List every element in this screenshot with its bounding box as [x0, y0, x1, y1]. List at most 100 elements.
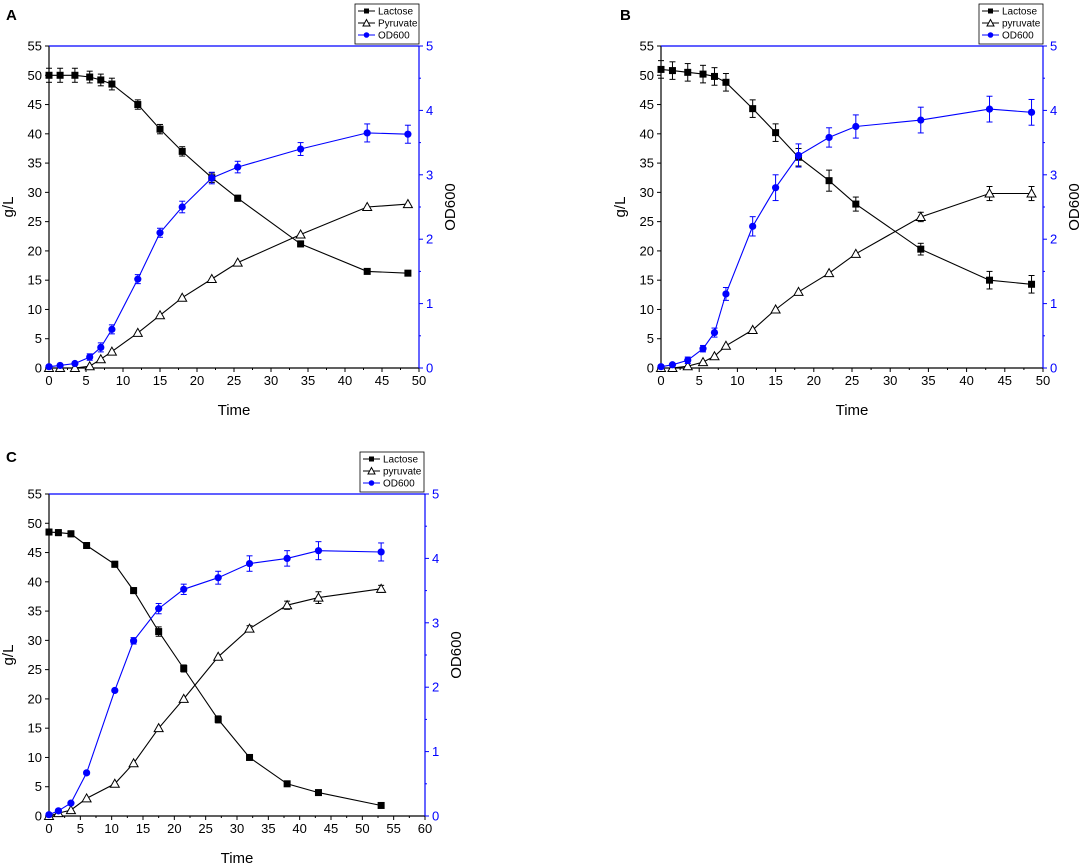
x-tick-label: 20	[190, 373, 204, 388]
y2-axis-title: OD600	[1066, 183, 1083, 231]
data-point-square	[156, 125, 164, 133]
x-tick-label: 20	[807, 373, 821, 388]
data-point-circle	[56, 361, 64, 370]
y2-tick-label: 0	[1050, 361, 1057, 376]
y-tick-label: 20	[28, 243, 42, 258]
x-tick-label: 35	[301, 373, 315, 388]
data-point-triangle	[232, 257, 244, 267]
y-tick-label: 5	[35, 331, 42, 346]
data-point-circle	[86, 353, 94, 361]
panel-label: A	[6, 7, 17, 24]
y2-tick-label: 5	[432, 487, 439, 502]
data-point-circle	[71, 359, 79, 368]
data-point-square	[917, 245, 925, 253]
x-tick-label: 35	[921, 373, 935, 388]
legend-marker-triangle	[362, 18, 371, 27]
legend-label: Pyruvate	[378, 19, 418, 30]
y2-axis-title: OD600	[448, 631, 465, 679]
legend-label: OD600	[1002, 31, 1034, 42]
data-point-circle	[668, 361, 677, 369]
legend-marker-circle	[368, 480, 375, 486]
data-point-circle	[111, 686, 119, 695]
data-point-square	[363, 267, 371, 275]
y-tick-label: 55	[640, 39, 654, 54]
data-point-square	[83, 542, 91, 550]
x-tick-label: 35	[261, 821, 275, 836]
data-point-circle	[108, 325, 116, 333]
data-point-square	[749, 105, 757, 113]
y-tick-label: 45	[640, 97, 654, 112]
x-tick-label: 25	[198, 821, 212, 836]
data-point-square	[722, 78, 730, 86]
y-tick-label: 55	[28, 39, 42, 54]
data-point-square	[45, 528, 53, 536]
y-tick-label: 5	[647, 331, 654, 346]
legend-marker-circle	[987, 32, 994, 38]
x-tick-label: 20	[167, 821, 181, 836]
data-point-circle	[722, 290, 730, 298]
data-point-triangle	[281, 599, 293, 610]
data-point-circle	[83, 769, 91, 777]
data-point-circle	[852, 122, 860, 131]
data-point-square	[657, 65, 665, 73]
data-point-square	[684, 68, 692, 76]
data-point-square	[56, 71, 64, 79]
y2-tick-label: 2	[432, 680, 439, 695]
data-point-circle	[97, 343, 105, 351]
data-point-triangle	[95, 353, 107, 364]
chart-panel-C: C0 5 10 15 20 25 30 35 40 45 50 55 60051015202530354…	[0, 449, 465, 866]
data-point-circle	[45, 811, 53, 819]
x-tick-label: 0	[657, 373, 664, 388]
data-point-triangle	[178, 693, 190, 703]
data-point-circle	[180, 585, 188, 593]
y-tick-label: 40	[28, 574, 42, 589]
x-tick-label: 30	[883, 373, 897, 388]
x-tick-label: 5	[77, 821, 84, 836]
data-point-triangle	[313, 592, 324, 602]
data-point-circle	[1027, 108, 1036, 116]
x-tick-label: 10	[116, 373, 130, 388]
data-point-circle	[404, 130, 412, 138]
y2-tick-label: 4	[426, 103, 433, 118]
data-point-square	[178, 147, 186, 155]
data-point-triangle	[720, 340, 732, 350]
data-point-triangle	[984, 188, 995, 198]
data-point-triangle	[402, 198, 414, 209]
data-point-triangle	[65, 804, 77, 815]
y-axis-title: g/L	[612, 197, 629, 218]
data-point-circle	[657, 363, 665, 371]
y-tick-label: 35	[28, 156, 42, 171]
y2-tick-label: 3	[426, 167, 433, 182]
y-tick-label: 20	[640, 243, 654, 258]
data-point-triangle	[361, 201, 373, 211]
x-tick-label: 60	[418, 821, 432, 836]
data-point-circle	[67, 799, 75, 807]
x-tick-label: 30	[264, 373, 278, 388]
data-point-triangle	[84, 360, 96, 371]
data-point-circle	[297, 145, 305, 153]
y-tick-label: 0	[647, 361, 654, 376]
x-tick-label: 5	[82, 373, 89, 388]
data-point-circle	[178, 203, 186, 211]
y-tick-label: 40	[640, 126, 654, 141]
y2-tick-label: 4	[1050, 103, 1057, 118]
data-point-square	[283, 780, 291, 788]
legend-label: OD600	[383, 479, 415, 490]
y-tick-label: 10	[640, 302, 654, 317]
y-tick-label: 35	[640, 156, 654, 171]
y2-tick-label: 5	[426, 39, 433, 54]
y-tick-label: 0	[35, 361, 42, 376]
x-tick-label: 40	[338, 373, 352, 388]
data-point-triangle	[697, 356, 709, 367]
data-point-triangle	[709, 350, 720, 361]
x-tick-label: 15	[136, 821, 150, 836]
data-point-triangle	[153, 722, 165, 733]
legend-marker-square	[364, 8, 369, 14]
y-tick-label: 15	[640, 273, 654, 288]
y-tick-label: 50	[28, 516, 42, 531]
data-point-circle	[699, 345, 707, 353]
data-point-square	[1028, 280, 1036, 288]
y-axis-title: g/L	[0, 197, 17, 218]
y-tick-label: 55	[28, 487, 42, 502]
